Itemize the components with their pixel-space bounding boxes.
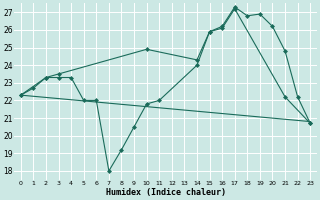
X-axis label: Humidex (Indice chaleur): Humidex (Indice chaleur) <box>106 188 226 197</box>
